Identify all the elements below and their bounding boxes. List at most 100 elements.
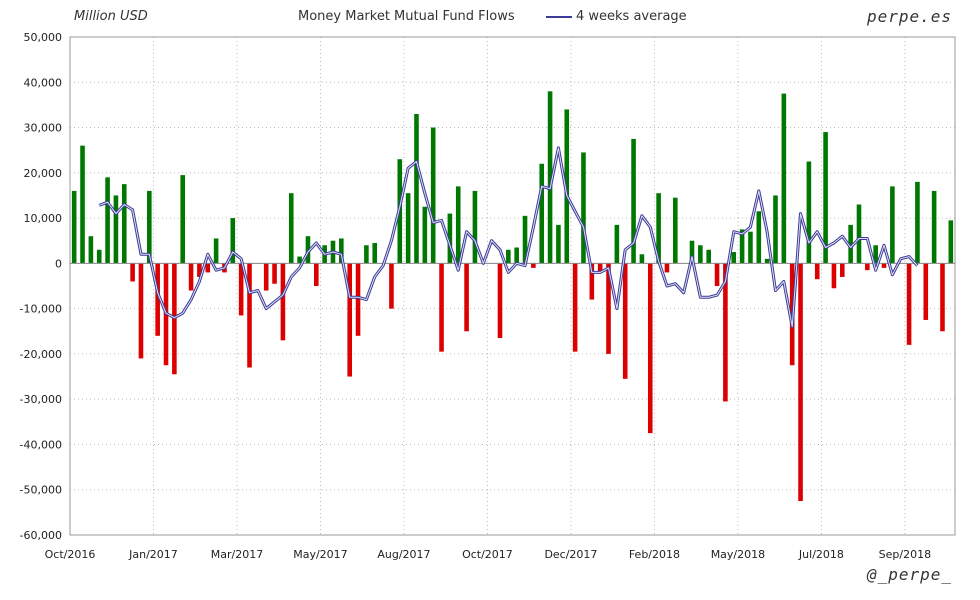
inflow-bar bbox=[581, 152, 586, 264]
inflow-bar bbox=[105, 177, 110, 264]
outflow-bar bbox=[572, 263, 578, 352]
inflow-bar bbox=[698, 245, 703, 264]
x-tick-label: Mar/2017 bbox=[211, 548, 263, 561]
y-tick-label: 50,000 bbox=[24, 31, 63, 44]
inflow-bar bbox=[96, 249, 102, 264]
inflow-bar bbox=[614, 224, 620, 264]
y-tick-label: 40,000 bbox=[24, 76, 63, 89]
inflow-bar bbox=[731, 252, 737, 264]
inflow-bar bbox=[422, 206, 428, 264]
inflow-bar bbox=[372, 242, 378, 264]
inflow-bar bbox=[297, 256, 302, 264]
x-tick-label: Feb/2018 bbox=[629, 548, 680, 561]
x-tick-label: May/2017 bbox=[293, 548, 347, 561]
brand-watermark: perpe.es bbox=[866, 7, 952, 26]
inflow-bar bbox=[455, 186, 461, 264]
inflow-bar bbox=[639, 254, 645, 264]
y-tick-label: 10,000 bbox=[24, 212, 63, 225]
inflow-bar bbox=[430, 127, 436, 264]
outflow-bar bbox=[597, 263, 603, 273]
inflow-bar bbox=[447, 213, 453, 264]
x-tick-label: Jan/2017 bbox=[128, 548, 178, 561]
inflow-bar bbox=[147, 190, 152, 264]
inflow-bar bbox=[414, 113, 419, 264]
outflow-bar bbox=[531, 263, 536, 268]
inflow-bar bbox=[823, 132, 828, 264]
average-line-highlight bbox=[99, 147, 918, 328]
inflow-bar bbox=[514, 247, 519, 264]
inflow-bar bbox=[848, 224, 853, 264]
inflow-bar bbox=[564, 109, 570, 264]
inflow-bar bbox=[80, 145, 85, 264]
inflow-bar bbox=[873, 245, 878, 264]
inflow-bar bbox=[781, 93, 787, 264]
outflow-bar bbox=[280, 263, 286, 341]
y-tick-label: -50,000 bbox=[20, 484, 62, 497]
outflow-bar bbox=[839, 263, 845, 277]
y-tick-label: -60,000 bbox=[20, 529, 62, 542]
inflow-bar bbox=[656, 193, 661, 264]
inflow-bar bbox=[764, 258, 770, 264]
y-tick-label: -40,000 bbox=[20, 438, 62, 451]
y-axis-unit-label: Million USD bbox=[74, 9, 148, 24]
y-tick-label: -10,000 bbox=[20, 303, 62, 316]
inflow-bar bbox=[931, 190, 937, 264]
outflow-bar bbox=[389, 263, 394, 309]
outflow-bar bbox=[439, 263, 444, 352]
outflow-bar bbox=[272, 263, 277, 284]
outflow-bar bbox=[923, 263, 929, 320]
inflow-bar bbox=[339, 238, 344, 264]
outflow-bar bbox=[247, 263, 252, 368]
outflow-bar bbox=[355, 263, 361, 336]
outflow-bar bbox=[723, 263, 728, 402]
outflow-bar bbox=[940, 263, 945, 332]
outflow-bar bbox=[188, 263, 194, 291]
outflow-bar bbox=[831, 263, 837, 289]
legend-label: 4 weeks average bbox=[576, 9, 687, 24]
x-tick-label: Oct/2017 bbox=[462, 548, 513, 561]
outflow-bar bbox=[714, 263, 720, 286]
outflow-bar bbox=[906, 263, 912, 345]
average-line bbox=[98, 146, 919, 329]
outflow-bar bbox=[314, 263, 319, 286]
y-tick-label: -30,000 bbox=[20, 393, 62, 406]
x-tick-label: Jul/2018 bbox=[798, 548, 844, 561]
inflow-bar bbox=[948, 220, 954, 264]
outflow-bar bbox=[865, 263, 870, 271]
outflow-bar bbox=[197, 263, 202, 277]
x-tick-label: Aug/2017 bbox=[377, 548, 430, 561]
y-tick-label: -20,000 bbox=[20, 348, 62, 361]
inflow-bar bbox=[915, 181, 920, 264]
outflow-bar bbox=[589, 263, 595, 300]
x-tick-label: Sep/2018 bbox=[879, 548, 931, 561]
outflow-bar bbox=[622, 263, 628, 379]
inflow-bar bbox=[288, 193, 294, 264]
outflow-bar bbox=[664, 263, 670, 273]
inflow-bar bbox=[890, 186, 895, 264]
outflow-bar bbox=[138, 263, 144, 359]
y-tick-label: 30,000 bbox=[24, 122, 63, 135]
chart-title: Money Market Mutual Fund Flows bbox=[298, 9, 515, 24]
inflow-bar bbox=[706, 249, 711, 264]
outflow-bar bbox=[205, 263, 211, 273]
outflow-bar bbox=[647, 263, 653, 434]
inflow-bar bbox=[213, 238, 219, 264]
inflow-bar bbox=[121, 184, 127, 264]
inflow-bar bbox=[405, 193, 411, 264]
outflow-bar bbox=[130, 263, 135, 282]
outflow-bar bbox=[155, 263, 160, 336]
outflow-bar bbox=[606, 263, 611, 354]
legend-line-swatch bbox=[546, 16, 572, 18]
inflow-bar bbox=[230, 218, 236, 264]
outflow-bar bbox=[881, 263, 887, 268]
inflow-bar bbox=[739, 229, 745, 264]
plot-frame bbox=[69, 36, 956, 536]
x-tick-label: Dec/2017 bbox=[544, 548, 597, 561]
inflow-bar bbox=[547, 91, 553, 264]
inflow-bar bbox=[472, 190, 478, 264]
x-tick-label: Oct/2016 bbox=[45, 548, 96, 561]
inflow-bar bbox=[556, 224, 561, 264]
outflow-bar bbox=[814, 263, 820, 280]
inflow-bar bbox=[806, 161, 812, 264]
